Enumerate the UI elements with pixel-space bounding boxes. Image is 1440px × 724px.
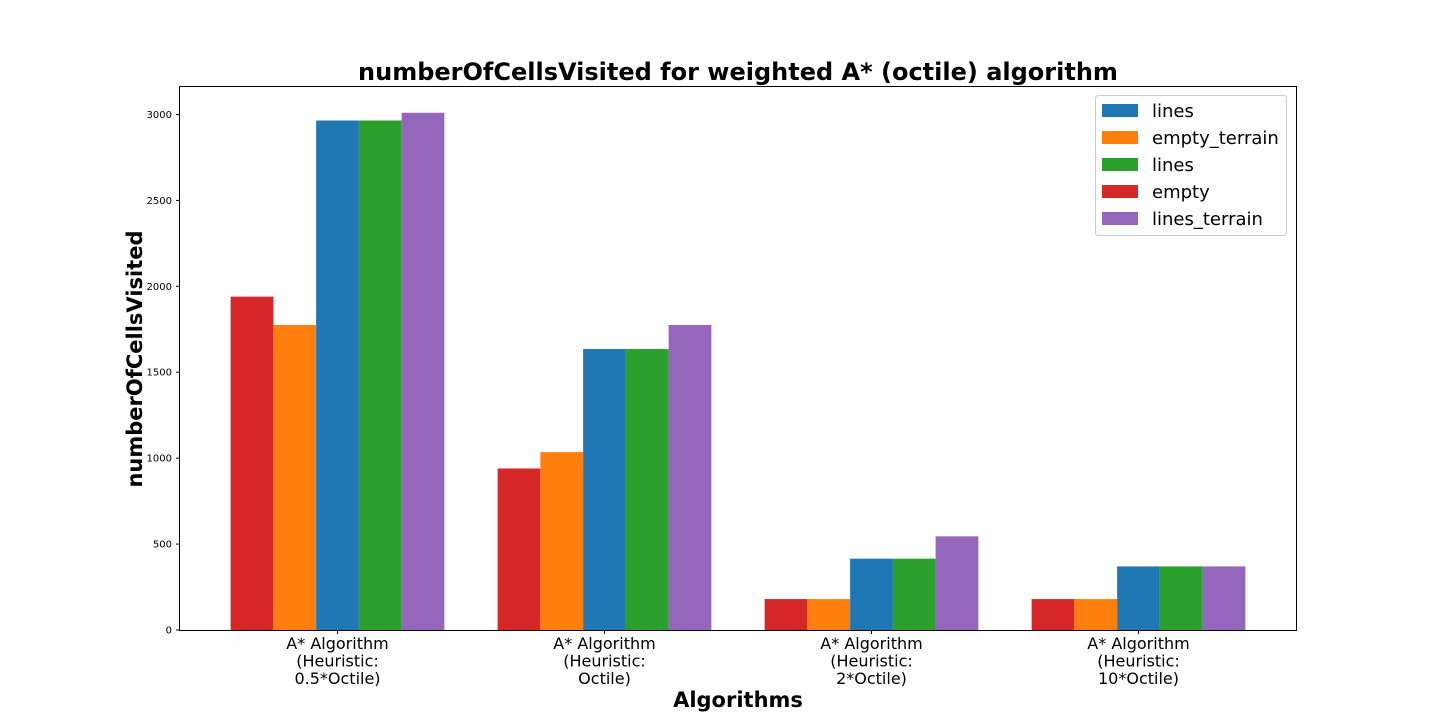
bar-lines-terrain-1 <box>401 112 445 630</box>
x-tick-label: A* Algorithm <box>820 634 922 653</box>
legend-swatch <box>1102 185 1138 198</box>
x-tick-label: 10*Octile) <box>1098 669 1179 688</box>
x-tick-label: Octile) <box>578 669 631 688</box>
bar-lines-1 <box>358 120 402 631</box>
bar-empty-1 <box>230 296 274 630</box>
bar-lines-terrain-3 <box>935 536 979 630</box>
x-tick-label: (Heuristic: <box>1097 652 1180 671</box>
bar-empty-3 <box>764 599 808 630</box>
bar-lines-3 <box>892 558 936 630</box>
y-tick-label: 0 <box>166 626 172 637</box>
bar-empty-terrain-3 <box>807 599 851 630</box>
y-tick-label: 1000 <box>147 454 172 465</box>
y-tick-label: 2000 <box>147 282 172 293</box>
legend: linesempty_terrainlinesemptylines_terrai… <box>1095 95 1287 236</box>
x-axis-label: Algorithms <box>673 688 803 712</box>
legend-label: lines <box>1152 155 1194 176</box>
legend-swatch <box>1102 104 1138 117</box>
x-ticks: A* Algorithm(Heuristic:0.5*Octile)A* Alg… <box>286 630 1190 688</box>
y-tick-label: 500 <box>153 540 172 551</box>
x-tick-label: (Heuristic: <box>296 652 379 671</box>
bar-lines-4 <box>1117 566 1160 630</box>
bars-layer <box>230 112 1246 631</box>
legend-label: lines <box>1152 101 1194 122</box>
x-tick-label: (Heuristic: <box>563 652 646 671</box>
bar-lines-2 <box>625 349 669 630</box>
y-tick-label: 3000 <box>147 110 172 121</box>
plot-frame <box>179 86 1297 631</box>
legend-swatch <box>1102 131 1138 144</box>
legend-label: empty_terrain <box>1152 128 1279 149</box>
legend-label: lines_terrain <box>1152 209 1263 230</box>
y-tick-label: 2500 <box>147 196 172 207</box>
bar-empty-terrain-4 <box>1074 599 1118 630</box>
chart-title: numberOfCellsVisited for weighted A* (oc… <box>358 58 1118 86</box>
legend-label: empty <box>1152 182 1210 203</box>
x-tick-label: (Heuristic: <box>830 652 913 671</box>
y-axis-label: numberOfCellsVisited <box>123 230 147 487</box>
bar-lines-terrain-2 <box>668 324 712 630</box>
legend-swatch <box>1102 158 1138 171</box>
x-tick-label: A* Algorithm <box>1087 634 1189 653</box>
x-tick-label: 0.5*Octile) <box>294 669 380 688</box>
bar-lines-2 <box>583 349 626 630</box>
legend-box <box>1095 95 1287 236</box>
bar-empty-terrain-2 <box>540 452 584 630</box>
legend-swatch <box>1102 212 1138 225</box>
x-tick-label: A* Algorithm <box>553 634 655 653</box>
x-tick-label: 2*Octile) <box>836 669 907 688</box>
x-tick-label: A* Algorithm <box>286 634 388 653</box>
bar-empty-terrain-1 <box>273 324 317 630</box>
bar-lines-4 <box>1159 566 1203 630</box>
bar-lines-3 <box>850 558 893 630</box>
y-ticks: 0 500 1000 1500 2000 2500 3000 <box>147 110 180 637</box>
bar-lines-1 <box>316 120 359 631</box>
bar-lines-terrain-4 <box>1202 566 1246 630</box>
y-tick-label: 1500 <box>147 368 172 379</box>
bar-empty-2 <box>497 468 541 630</box>
bar-empty-4 <box>1031 599 1075 630</box>
